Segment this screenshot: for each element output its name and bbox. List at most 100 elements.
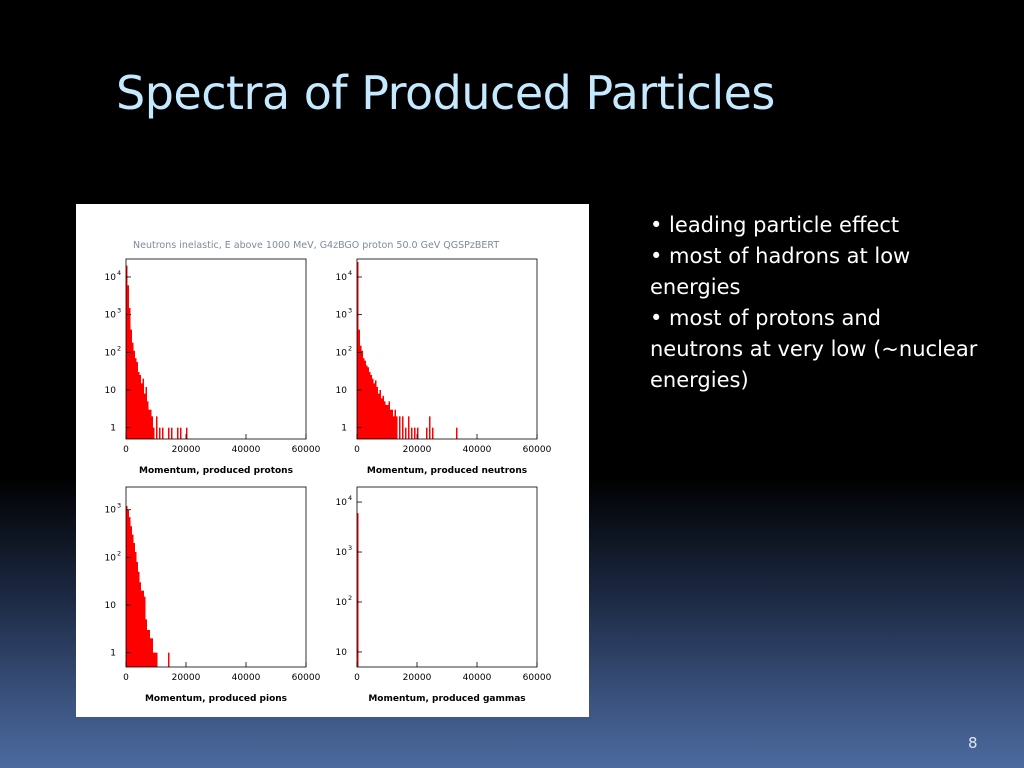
histogram-bar (186, 427, 188, 439)
histogram-bar (381, 398, 383, 439)
figure-panel: Neutrons inelastic, E above 1000 MeV, G4… (76, 204, 589, 717)
histogram-bar (133, 543, 135, 667)
histogram-bar (144, 596, 146, 667)
histogram-bar (153, 652, 155, 667)
histogram-bar (136, 362, 138, 439)
histogram-bar (153, 427, 155, 439)
histogram-bar (180, 427, 182, 439)
histogram-bar (132, 342, 134, 439)
histogram-bar (369, 372, 371, 439)
y-tick-exponent: 2 (348, 344, 352, 352)
bullet-item: • most of protons and neutrons at very l… (650, 306, 978, 392)
histogram-bar (391, 409, 393, 439)
x-tick-label: 60000 (523, 445, 552, 455)
histogram-bar (145, 619, 147, 667)
histogram-bar (142, 378, 144, 439)
y-tick-label: 10 (105, 553, 117, 563)
histogram-bar (432, 427, 434, 439)
y-tick-exponent: 4 (348, 269, 352, 277)
y-tick-exponent: 3 (348, 307, 352, 315)
y-tick-label: 10 (336, 273, 348, 283)
y-tick-label: 10 (105, 348, 117, 358)
histogram-bar (394, 409, 396, 439)
histogram-figure: Neutrons inelastic, E above 1000 MeV, G4… (105, 240, 552, 704)
histogram-bar (168, 652, 170, 667)
y-tick-label: 10 (105, 273, 117, 283)
histogram-bar (357, 513, 359, 667)
histogram-bar (411, 427, 413, 439)
histogram-bar (130, 329, 132, 439)
x-axis-label: Momentum, produced gammas (368, 694, 525, 704)
histogram-bar (145, 387, 147, 439)
histogram-bar (150, 638, 152, 667)
y-tick-label: 10 (336, 311, 348, 321)
histogram-bar (414, 427, 416, 439)
y-tick-exponent: 4 (117, 269, 121, 277)
histogram-bar (171, 427, 173, 439)
histogram-bar (129, 308, 131, 439)
histogram-bar (388, 401, 390, 439)
histogram-bar (151, 416, 153, 439)
histogram-bar (373, 383, 375, 439)
histogram-bar (390, 409, 392, 439)
histogram-bar (150, 409, 152, 439)
histogram-bar (139, 582, 141, 667)
x-tick-label: 40000 (232, 673, 261, 683)
histogram-bar (151, 638, 153, 667)
y-tick-label: 10 (336, 548, 348, 558)
histogram-bar (408, 416, 410, 439)
histogram-bar (375, 380, 377, 439)
histogram-bar (138, 372, 140, 439)
plot-frame (125, 486, 307, 668)
histogram-bar (358, 329, 360, 439)
histogram-bar (133, 350, 135, 439)
x-tick-label: 40000 (463, 673, 492, 683)
x-tick-label: 20000 (172, 673, 201, 683)
histogram-bar (148, 629, 150, 667)
histogram-bar (156, 652, 158, 667)
histogram-bar (129, 517, 131, 667)
x-tick-label: 40000 (463, 445, 492, 455)
histogram-bar (402, 416, 404, 439)
histogram-bar (177, 427, 179, 439)
x-tick-label: 20000 (403, 673, 432, 683)
histogram-bar (130, 526, 132, 667)
histogram-bar (364, 360, 366, 439)
y-tick-exponent: 3 (348, 544, 352, 552)
histogram-bar (141, 590, 143, 667)
histogram-bar (367, 367, 369, 439)
histogram-bar (144, 393, 146, 439)
histogram-bar (399, 416, 401, 439)
histogram-bar (396, 416, 398, 439)
histogram-bar (127, 509, 129, 667)
x-axis-label: Momentum, produced neutrons (367, 466, 527, 476)
page-number: 8 (968, 734, 978, 752)
histogram-bar (147, 629, 149, 667)
figure-header: Neutrons inelastic, E above 1000 MeV, G4… (133, 240, 499, 251)
y-tick-label: 10 (105, 386, 117, 396)
histogram-bar (385, 404, 387, 439)
x-tick-label: 40000 (232, 445, 261, 455)
histogram-bar (127, 285, 129, 439)
y-tick-exponent: 2 (117, 549, 121, 557)
histogram-bar (387, 404, 389, 439)
histogram-bar (366, 365, 368, 439)
x-tick-label: 60000 (292, 673, 321, 683)
histogram-bar (429, 416, 431, 439)
histogram-bar (162, 427, 164, 439)
x-tick-label: 60000 (523, 673, 552, 683)
histogram-bar (382, 395, 384, 439)
y-tick-label: 1 (110, 424, 116, 434)
histogram-bar (139, 374, 141, 439)
histogram-bar (159, 427, 161, 439)
histogram-bar (363, 358, 365, 439)
histogram-bar (132, 534, 134, 667)
y-tick-label: 10 (336, 598, 348, 608)
y-tick-label: 10 (105, 601, 117, 611)
slide-title: Spectra of Produced Particles (116, 66, 775, 120)
histogram-bar (156, 416, 158, 439)
